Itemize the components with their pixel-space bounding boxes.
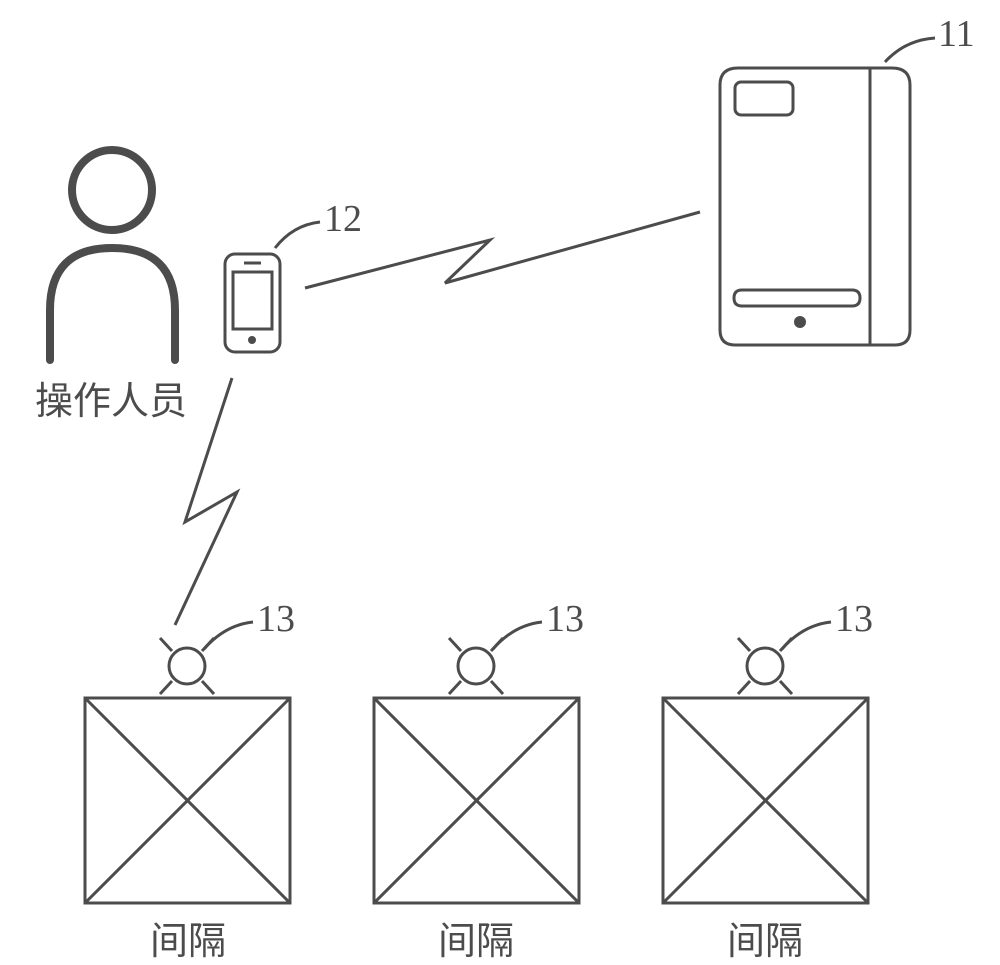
callout-leader-11: [885, 38, 935, 62]
bay-box: [85, 698, 290, 903]
operator-icon: [50, 150, 175, 360]
callout-label-12: 12: [324, 197, 362, 241]
callout-leader-13b: [493, 622, 542, 649]
callout-leader-13c: [782, 622, 831, 649]
bay-box: [663, 698, 868, 903]
callout-label-13b: 13: [546, 597, 584, 641]
phone-icon: [225, 254, 280, 352]
server-icon: [720, 68, 910, 345]
bay-label-1: 间隔: [150, 910, 226, 965]
callout-label-13c: 13: [835, 597, 873, 641]
bay-label-2: 间隔: [438, 910, 514, 965]
callout-label-11: 11: [938, 12, 975, 56]
wireless-link-phone-server: [305, 212, 700, 288]
callout-label-13a: 13: [257, 597, 295, 641]
bay-box: [374, 698, 579, 903]
bay-label-3: 间隔: [727, 910, 803, 965]
callout-leader-12: [275, 222, 320, 248]
operator-label: 操作人员: [35, 370, 187, 425]
callout-leader-13a: [204, 622, 253, 649]
